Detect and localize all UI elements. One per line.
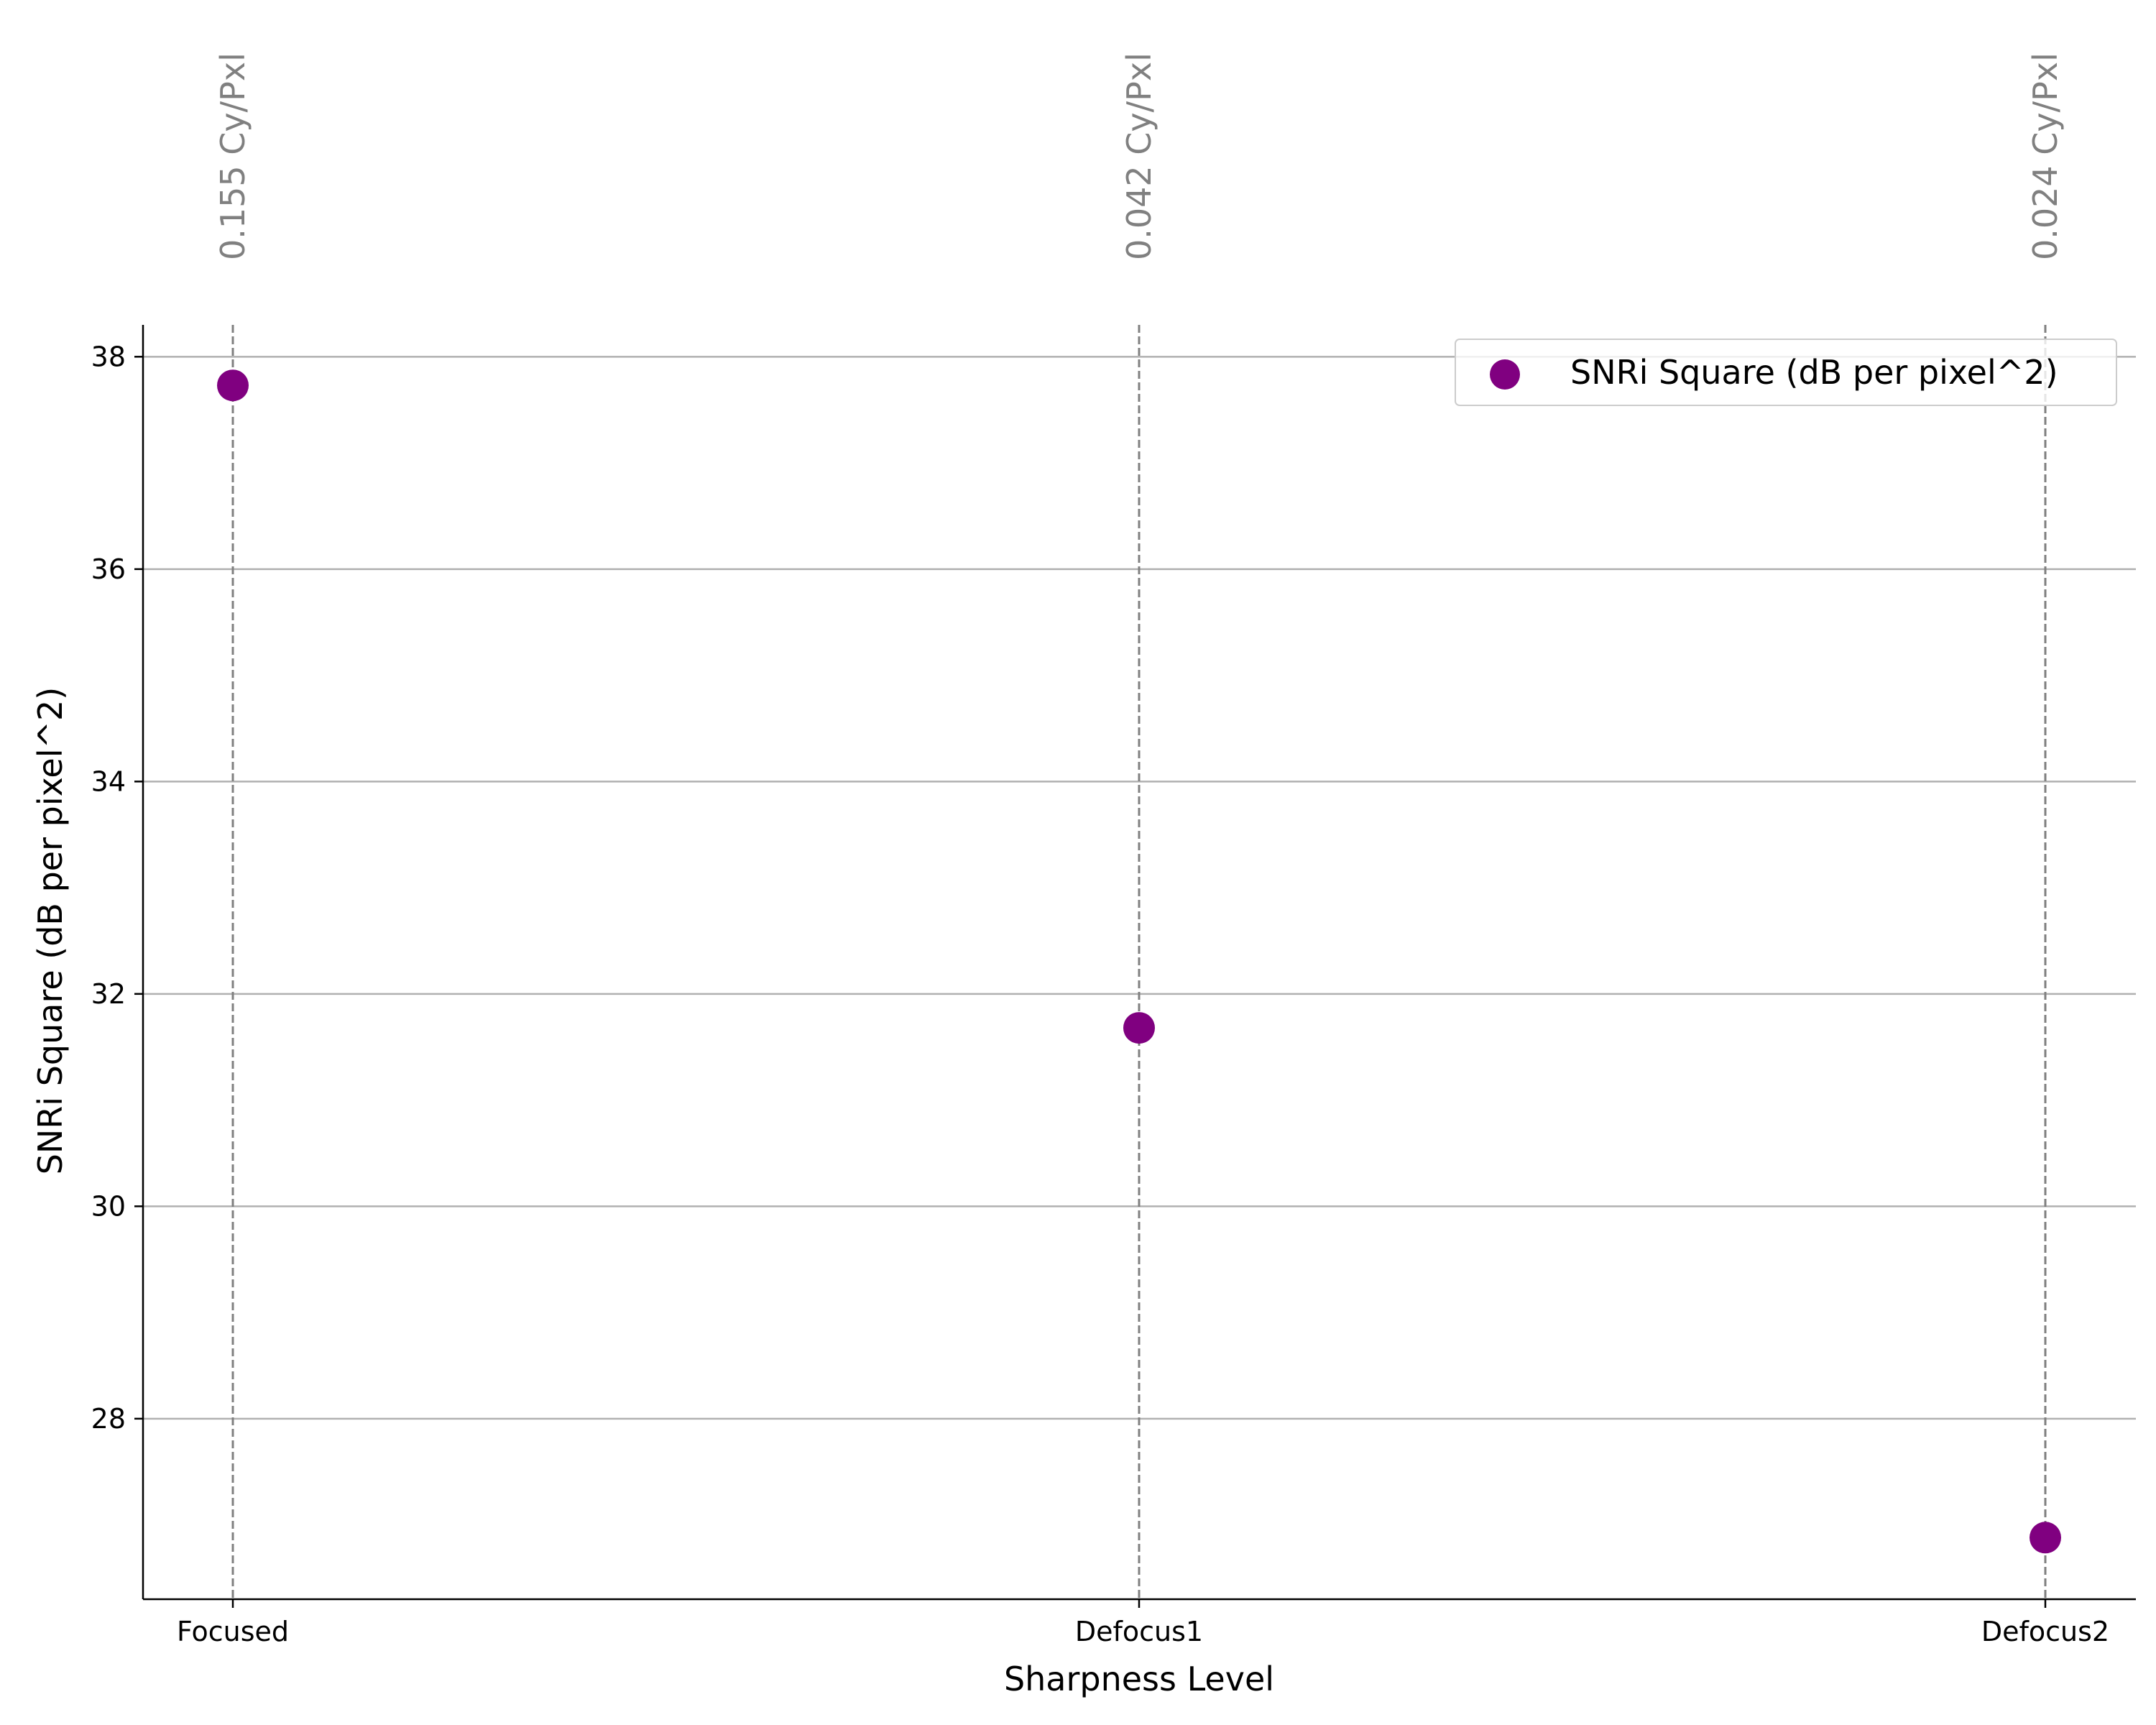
data-point [1123, 1012, 1155, 1044]
legend: SNRi Square (dB per pixel^2) [1455, 339, 2117, 406]
y-axis-title: SNRi Square (dB per pixel^2) [31, 687, 70, 1175]
frequency-annotation: 0.024 Cy/Pxl [2026, 52, 2065, 260]
x-tick-label: Focused [177, 1616, 289, 1647]
y-tick-label: 28 [91, 1403, 126, 1435]
legend-frame [1455, 339, 2117, 406]
x-tick-label: Defocus1 [1075, 1616, 1203, 1647]
x-axis-title: Sharpness Level [1004, 1660, 1274, 1698]
legend-marker [1490, 359, 1520, 390]
frequency-annotation: 0.155 Cy/Pxl [213, 52, 252, 260]
y-tick-label: 34 [91, 765, 126, 797]
frequency-annotation: 0.042 Cy/Pxl [1120, 52, 1158, 260]
x-tick-label: Defocus2 [1981, 1616, 2109, 1647]
data-point [217, 369, 249, 402]
data-points [217, 369, 2061, 1554]
y-tick-label: 32 [91, 978, 126, 1010]
y-tick-label: 36 [91, 553, 126, 585]
legend-label: SNRi Square (dB per pixel^2) [1570, 353, 2058, 392]
category-guide-lines [231, 325, 2047, 1599]
tick-labels: 28 30 32 34 36 38 Focused Defocus1 Defocus2 [91, 341, 2109, 1647]
axes [134, 325, 2136, 1608]
data-point [2030, 1522, 2061, 1554]
y-tick-label: 38 [91, 341, 126, 372]
frequency-annotations: 0.155 Cy/Pxl 0.042 Cy/Pxl 0.024 Cy/Pxl [213, 52, 2065, 260]
y-tick-label: 30 [91, 1190, 126, 1222]
